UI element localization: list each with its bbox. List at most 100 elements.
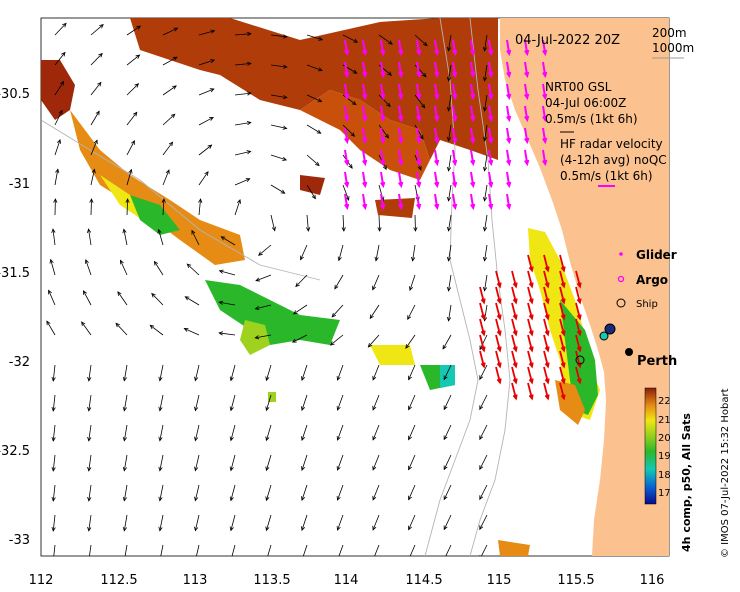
radar-arrow: [380, 193, 386, 211]
current-arrow: [295, 274, 308, 288]
hf-radar-arrow: [575, 270, 582, 289]
radar-arrow: [362, 149, 368, 167]
colorbar-tick: 20: [658, 433, 671, 444]
radar-arrow: [488, 105, 494, 123]
current-arrow: [198, 29, 216, 36]
current-arrow: [482, 184, 488, 202]
observation-markers: [575, 323, 633, 365]
current-arrow: [331, 304, 344, 318]
current-arrow: [479, 364, 488, 381]
current-arrow: [265, 514, 272, 532]
current-arrow: [162, 56, 178, 66]
current-arrow: [126, 25, 142, 36]
current-arrow: [89, 544, 92, 556]
scale-depth-1000: 1000m: [652, 41, 694, 55]
radar-arrow: [344, 171, 350, 189]
mooring-marker: [599, 331, 609, 341]
hf-radar-arrow: [527, 366, 534, 385]
current-arrow: [342, 184, 350, 201]
mooring-marker: [604, 323, 616, 335]
current-arrow: [482, 64, 488, 82]
current-arrow: [378, 124, 390, 139]
current-arrow: [89, 198, 94, 216]
current-arrow: [306, 184, 316, 200]
radar-arrow: [380, 105, 386, 123]
hf-radar-arrow: [527, 302, 534, 321]
radar-arrow: [470, 61, 476, 79]
hf-radar-arrow: [575, 286, 582, 305]
hf-radar-arrow: [495, 286, 502, 305]
current-arrow: [446, 244, 452, 262]
radar-arrow: [524, 127, 530, 145]
current-arrow: [51, 364, 56, 382]
radar-arrow: [488, 171, 494, 189]
current-arrow: [229, 364, 236, 382]
current-arrow: [53, 198, 58, 216]
current-arrow: [196, 544, 200, 556]
current-arrow: [48, 289, 56, 306]
y-axis: -30.5 -31 -31.5 -32 -32.5 -33: [0, 87, 30, 548]
radar-arrow: [488, 193, 494, 211]
model-info-line-1: NRT00 GSL: [545, 80, 612, 94]
radar-arrow: [506, 149, 512, 167]
radar-arrow: [416, 127, 422, 145]
x-tick-label: 114.5: [405, 573, 442, 588]
radar-arrow: [434, 127, 440, 145]
radar-arrow: [542, 149, 548, 167]
current-arrow: [443, 394, 452, 411]
current-arrow: [372, 394, 380, 411]
hf-radar-arrow: [575, 334, 582, 353]
y-tick-label: -32.5: [0, 444, 30, 459]
radar-arrow: [380, 127, 386, 145]
radar-arrow: [398, 83, 404, 101]
current-arrow: [122, 364, 128, 382]
radar-arrow: [488, 61, 494, 79]
hf-radar-arrows: [479, 254, 582, 401]
radar-arrow: [434, 39, 440, 57]
hf-radar-arrow: [575, 302, 582, 321]
current-arrow: [87, 424, 92, 442]
colorbar-tick: 18: [658, 470, 671, 481]
current-arrow: [51, 424, 56, 442]
radar-arrow: [344, 61, 350, 79]
radar-arrow: [434, 149, 440, 167]
hf-radar-arrow: [543, 350, 550, 369]
radar-arrow: [398, 39, 404, 57]
current-arrow: [265, 394, 272, 412]
current-arrow: [482, 34, 488, 52]
current-arrow: [443, 514, 452, 531]
radar-arrow: [542, 39, 548, 57]
radar-arrow: [434, 171, 440, 189]
radar-arrow: [452, 127, 458, 145]
radar-arrow: [434, 105, 440, 123]
radar-arrow: [434, 83, 440, 101]
current-arrow: [270, 214, 276, 232]
current-arrow: [183, 327, 200, 336]
hf-radar-arrow: [511, 270, 518, 289]
current-arrow: [158, 364, 164, 382]
current-arrow: [442, 334, 452, 350]
current-arrow: [153, 260, 164, 276]
current-arrow: [482, 94, 488, 112]
current-arrow: [291, 334, 308, 343]
current-arrow: [254, 304, 272, 311]
current-arrow: [218, 269, 236, 276]
radar-arrow: [506, 39, 512, 57]
radar-arrow: [488, 127, 494, 145]
hf-radar-arrow: [495, 350, 502, 369]
radar-arrow: [416, 83, 422, 101]
x-tick-label: 115.5: [557, 573, 594, 588]
radar-arrow: [488, 83, 494, 101]
radar-arrow: [452, 171, 458, 189]
credit: © IMOS 07-Jul-2022 15:32 Hobart: [720, 388, 731, 558]
radar-arrow: [380, 39, 386, 57]
radar-arrow: [524, 39, 530, 57]
hf-radar-arrow: [479, 318, 486, 337]
legend: Glider Argo Ship: [616, 248, 677, 310]
radar-arrow: [344, 149, 350, 167]
current-arrow: [409, 274, 416, 292]
current-arrow: [220, 236, 236, 246]
current-arrow: [162, 113, 176, 126]
current-arrow: [408, 484, 416, 501]
